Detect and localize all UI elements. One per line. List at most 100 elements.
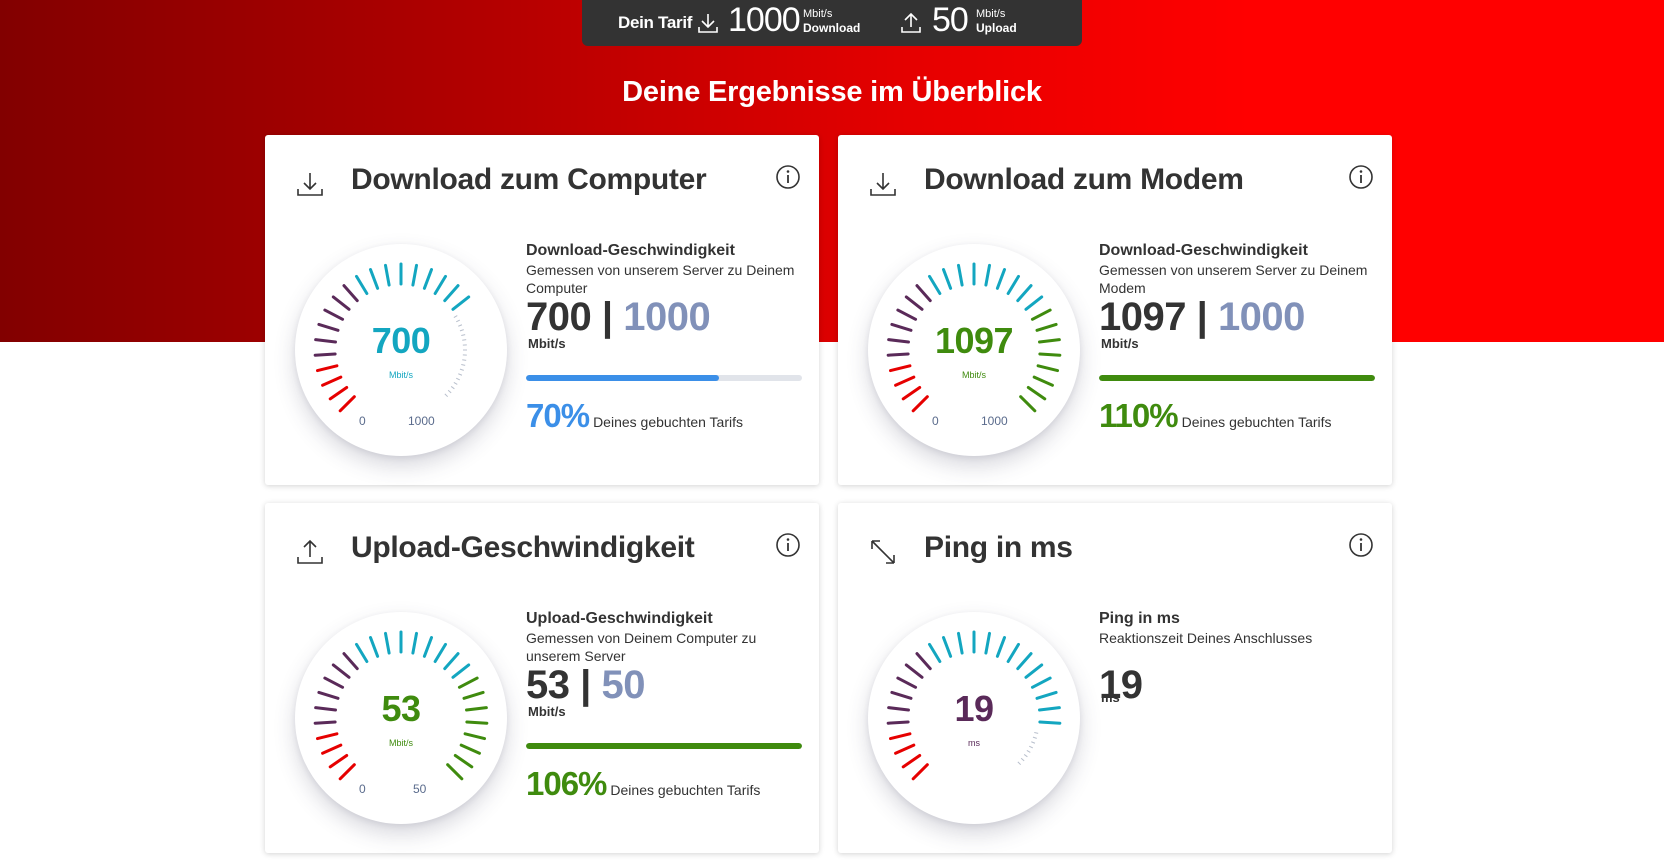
gauge-tick-active — [1035, 690, 1058, 700]
gauge-tick-active — [886, 720, 910, 725]
gauge-tick-active — [314, 706, 337, 712]
gauge-tick-active — [321, 743, 343, 755]
gauge-tick-active — [928, 642, 942, 664]
tariff-bar: Dein Tarif 1000 Mbit/s Download 50 Mbit/… — [582, 0, 1082, 46]
download-icon — [698, 14, 718, 33]
gauge-tick-active — [984, 263, 992, 287]
gauge-tick-active — [1016, 284, 1033, 303]
gauge-value: 53 — [381, 688, 421, 729]
gauge-tick-active — [995, 636, 1006, 658]
gauge-tick-active — [315, 732, 339, 741]
gauge-tick-active — [459, 743, 481, 755]
gauge-tick-active — [313, 352, 337, 357]
gauge-tick-active — [1038, 706, 1061, 712]
tariff-progress-bar — [526, 743, 802, 749]
card-title: Upload-Geschwindigkeit — [351, 531, 695, 564]
gauge-tick-active — [313, 720, 337, 725]
metric-unit: Mbit/s — [528, 704, 566, 719]
gauge-unit: Mbit/s — [388, 738, 413, 748]
metric-subtitle: Gemessen von Deinem Computer zu unserem … — [526, 630, 757, 664]
gauge-tick-active — [422, 268, 433, 290]
info-icon[interactable] — [1348, 532, 1374, 558]
info-icon[interactable] — [1348, 164, 1374, 190]
gauge-tick-active — [887, 338, 910, 344]
upload-icon — [297, 539, 323, 564]
tariff-progress-fill — [526, 375, 720, 381]
gauge-tick-inactive — [444, 393, 449, 398]
gauge-tick-active — [896, 308, 918, 321]
gauge-tick-active — [928, 274, 942, 296]
tariff-label: Dein Tarif — [618, 13, 693, 32]
metric-unit: Mbit/s — [1101, 336, 1139, 351]
info-icon[interactable] — [775, 532, 801, 558]
tariff-progress-fill — [526, 743, 802, 749]
tariff-download-value: 1000 — [728, 1, 801, 39]
gauge-tick-active — [886, 352, 910, 357]
gauge-tick-active — [890, 690, 913, 700]
gauge-tick-inactive — [1031, 741, 1036, 744]
gauge-tick-inactive — [1023, 754, 1028, 758]
gauge-tick-inactive — [447, 389, 452, 394]
gauge-tick-inactive — [1034, 731, 1039, 734]
gauge-tick-active — [465, 706, 488, 712]
gauge-tick-active — [911, 763, 929, 781]
metric-subtitle: Reaktionszeit Deines Anschlusses — [1099, 630, 1313, 646]
gauge-tick-active — [355, 642, 369, 664]
gauge-tick-active — [904, 295, 924, 311]
metric-unit: ms — [1101, 690, 1120, 705]
booked-value: 1000 — [623, 295, 711, 339]
gauge-tick-inactive — [458, 373, 463, 376]
metric-title: Ping in ms — [1099, 610, 1180, 627]
gauge-tick-active — [1024, 295, 1044, 311]
gauge-tick-active — [323, 308, 345, 321]
gauge-tick-active — [331, 295, 351, 311]
gauge-tick-active — [1038, 352, 1062, 357]
gauge-tick-active — [1032, 375, 1054, 387]
gauge-ticks — [313, 262, 471, 413]
metric-subtitle: Gemessen von unserem Server zu Deinem Mo… — [1099, 262, 1368, 296]
gauge-tick-active — [433, 274, 447, 296]
gauge-tick-active — [328, 385, 349, 401]
gauge-tick-active — [901, 753, 922, 769]
metric-values: 700 | 1000 — [526, 295, 711, 340]
gauge-min: 0 — [932, 414, 939, 428]
card-title: Download zum Modem — [924, 163, 1244, 196]
metric-values: 1097 | 1000 — [1099, 295, 1305, 340]
hero-background — [0, 0, 1664, 342]
gauge-tick-active — [342, 284, 359, 303]
download-icon — [297, 173, 323, 196]
metric-title: Download-Geschwindigkeit — [1099, 242, 1308, 259]
gauge-tick-inactive — [461, 334, 466, 337]
gauge-tick-active — [1035, 322, 1058, 332]
info-icon[interactable] — [775, 164, 801, 190]
gauge-tick-active — [317, 690, 340, 700]
gauge-tick-active — [888, 364, 912, 373]
download-icon — [870, 173, 896, 196]
percent-of-tariff: 106% — [526, 765, 607, 802]
gauge-unit: Mbit/s — [388, 370, 413, 380]
gauge-tick-active — [915, 652, 932, 671]
gauge-tick-active — [1030, 308, 1052, 321]
gauge-tick-active — [342, 652, 359, 671]
gauge-tick-active — [383, 263, 391, 287]
gauge-tick-inactive — [462, 339, 467, 341]
gauge-tick-active — [321, 375, 343, 387]
measured-value: 19 — [1099, 663, 1143, 707]
gauge-tick-active — [901, 385, 922, 401]
gauge-tick-inactive — [1026, 749, 1031, 753]
gauge-tick-active — [915, 284, 932, 303]
gauge-tick-active — [894, 743, 916, 755]
gauge-tick-active — [314, 338, 337, 344]
tariff-upload-caption: Upload — [976, 21, 1017, 35]
gauge-tick-active — [1006, 274, 1020, 296]
percent-label: Deines gebuchten Tarifs — [593, 414, 744, 430]
gauge-tick-active — [984, 631, 992, 655]
gauge-tick-active — [422, 636, 433, 658]
gauge-max: 50 — [413, 782, 427, 796]
ping-arrows-icon — [871, 540, 895, 564]
gauge-tick-active — [433, 642, 447, 664]
speed-gauge: 700 Mbit/s 0 1000 — [295, 244, 507, 456]
gauge-tick-active — [995, 268, 1006, 290]
gauge-tick-active — [911, 395, 929, 413]
gauge-tick-active — [383, 631, 391, 655]
